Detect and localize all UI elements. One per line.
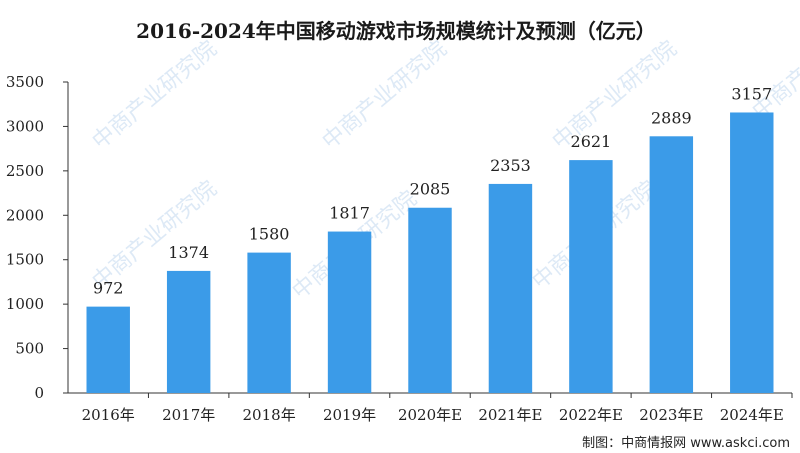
bar xyxy=(649,136,694,393)
data-label: 2889 xyxy=(651,108,692,127)
bar xyxy=(166,270,211,393)
bar xyxy=(488,183,533,393)
y-tick-label: 2000 xyxy=(6,206,44,224)
data-label: 3157 xyxy=(731,84,772,103)
data-label: 2085 xyxy=(410,180,451,199)
x-tick-label: 2022年E xyxy=(559,406,623,424)
bar xyxy=(408,207,452,393)
source-note: 制图：中商情报网 www.askci.com xyxy=(582,436,790,451)
data-label: 1374 xyxy=(168,243,209,262)
watermark-text: 中商产业研究院 xyxy=(318,36,452,154)
bar xyxy=(247,252,291,393)
x-tick-label: 2024年E xyxy=(720,406,784,424)
x-tick-label: 2023年E xyxy=(639,406,703,424)
chart-title: 2016-2024年中国移动游戏市场规模统计及预测（亿元） xyxy=(136,19,656,43)
x-tick-label: 2017年 xyxy=(162,406,215,424)
data-label: 2621 xyxy=(571,132,612,151)
watermark-text: 中商产业研究院 xyxy=(748,6,800,124)
y-tick-label: 1000 xyxy=(6,295,44,313)
x-tick-label: 2018年 xyxy=(243,406,296,424)
watermark-text: 中商产业研究院 xyxy=(88,36,222,154)
y-tick-label: 500 xyxy=(15,340,44,358)
data-label: 2353 xyxy=(490,156,531,175)
data-label: 1817 xyxy=(329,204,370,223)
x-tick-label: 2020年E xyxy=(398,406,462,424)
x-tick-label: 2016年 xyxy=(82,406,135,424)
bar xyxy=(86,306,130,393)
bar xyxy=(730,112,774,393)
bar xyxy=(569,160,613,393)
y-tick-label: 3000 xyxy=(6,117,44,135)
y-axis-ticks: 0 500 1000 1500 2000 2500 3000 3500 xyxy=(6,73,68,402)
y-tick-label: 2500 xyxy=(6,162,44,180)
x-axis-ticks: 2016年 2017年 2018年 2019年 2020年E 2021年E 2022年E 20… xyxy=(82,393,793,424)
bar-series: 972 1374 1580 1817 2085 2353 2621 2889 3157 xyxy=(86,84,774,393)
y-tick-label: 3500 xyxy=(6,73,44,91)
y-tick-label: 1500 xyxy=(6,251,44,269)
data-label: 1580 xyxy=(249,225,290,244)
y-tick-label: 0 xyxy=(34,384,44,402)
bar xyxy=(327,231,372,393)
x-tick-label: 2021年E xyxy=(478,406,542,424)
x-tick-label: 2019年 xyxy=(323,406,376,424)
data-label: 972 xyxy=(93,279,124,298)
